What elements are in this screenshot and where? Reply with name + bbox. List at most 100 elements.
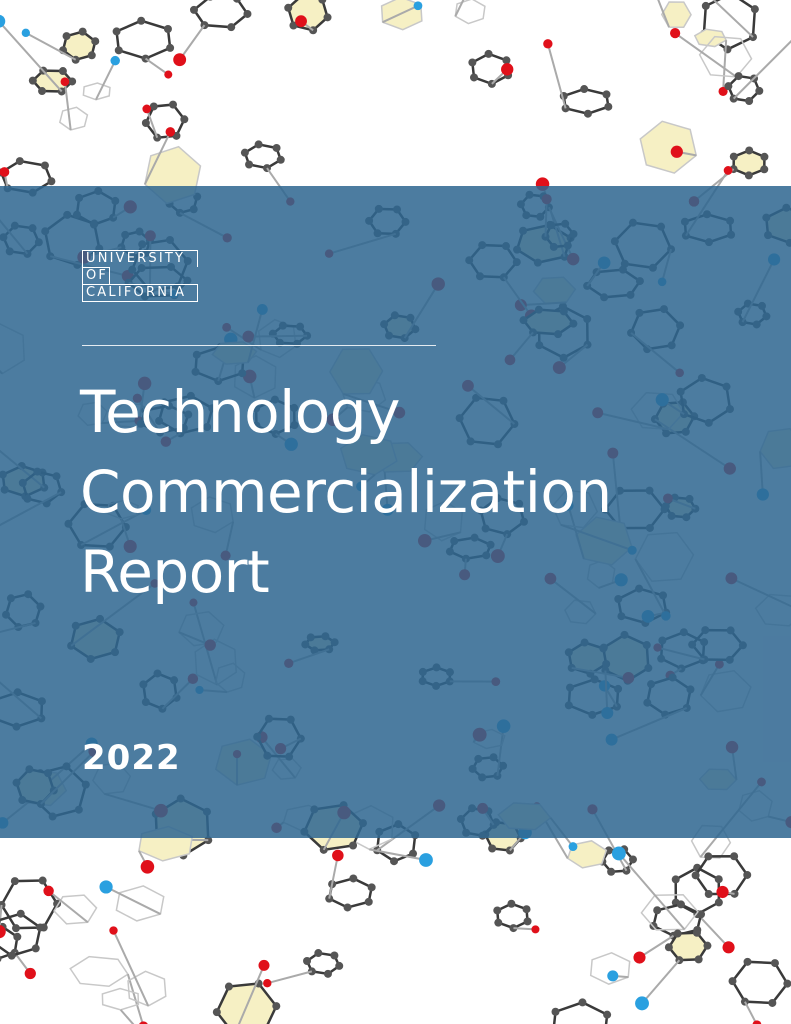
atom [723, 166, 733, 175]
atom [0, 918, 1, 924]
bond [618, 852, 686, 931]
atom [0, 14, 6, 28]
atom [163, 24, 172, 33]
atom [728, 977, 737, 986]
atom [691, 871, 700, 880]
logo-line: CALIFORNIA [82, 284, 198, 302]
atom [611, 846, 626, 861]
title-line: Technology [80, 378, 400, 446]
ring [69, 955, 129, 988]
atom [760, 165, 769, 174]
atom [335, 961, 344, 970]
atom [245, 160, 254, 169]
bond [657, 0, 670, 28]
atom [10, 877, 19, 886]
atom [318, 0, 327, 4]
bond [0, 21, 63, 93]
atom [580, 85, 589, 94]
atom [0, 925, 6, 939]
atom [704, 852, 713, 861]
atom [604, 102, 613, 111]
atom [0, 167, 10, 177]
atom [272, 1002, 281, 1011]
atom [409, 849, 418, 858]
atom [87, 51, 96, 60]
atom [750, 5, 759, 14]
bond [267, 970, 313, 985]
bond [144, 57, 169, 76]
bond [95, 60, 117, 101]
atom [607, 867, 616, 876]
bond [712, 0, 754, 38]
atom [676, 900, 685, 909]
title-band [0, 186, 791, 838]
atom [502, 56, 511, 65]
atom [633, 951, 646, 964]
bond [454, 0, 465, 17]
ring [215, 982, 278, 1024]
atom [227, 23, 236, 32]
atom [58, 67, 67, 76]
atom [272, 143, 281, 152]
atom [714, 875, 723, 884]
divider [82, 345, 436, 346]
atom [364, 897, 373, 906]
atom [24, 967, 36, 980]
bond [546, 43, 567, 109]
atom [78, 27, 87, 36]
atom [47, 177, 56, 186]
ring [589, 951, 631, 985]
atom [233, 0, 241, 3]
atom [109, 926, 118, 935]
bond [237, 964, 265, 1024]
bond [105, 886, 161, 915]
atom [488, 844, 497, 853]
ring [562, 87, 610, 116]
atom [38, 876, 47, 885]
atom [166, 43, 175, 52]
atom [783, 979, 791, 988]
atom [43, 885, 54, 897]
atom [15, 157, 24, 166]
atom [583, 109, 592, 118]
atom [36, 923, 45, 932]
atom [568, 842, 578, 851]
atom [664, 943, 673, 952]
atom [28, 76, 37, 85]
atom [413, 1, 423, 11]
bond [328, 855, 339, 899]
atom [768, 998, 777, 1007]
atom [755, 86, 764, 95]
atom [0, 955, 2, 962]
atom [484, 49, 493, 58]
ring [58, 106, 89, 131]
atom [635, 996, 649, 1011]
atom [21, 28, 31, 38]
bond [119, 1009, 135, 1024]
atom [531, 925, 540, 934]
atom [692, 928, 701, 937]
atom [91, 37, 100, 46]
logo-line: OF [82, 267, 110, 284]
atom [112, 27, 121, 36]
atom [602, 90, 611, 99]
atom [38, 87, 47, 96]
atom [114, 46, 123, 55]
bond [47, 890, 89, 924]
atom [760, 152, 769, 161]
atom [7, 951, 16, 960]
logo-line: UNIVERSITY [82, 250, 198, 267]
bond [369, 848, 427, 862]
atom [137, 16, 146, 25]
atom [343, 903, 352, 912]
atom [224, 982, 233, 991]
atom [140, 860, 155, 874]
atom [258, 959, 270, 971]
atom [62, 32, 71, 41]
ring [639, 120, 698, 174]
atom [332, 849, 344, 862]
atom [323, 13, 332, 22]
atom [745, 97, 754, 106]
